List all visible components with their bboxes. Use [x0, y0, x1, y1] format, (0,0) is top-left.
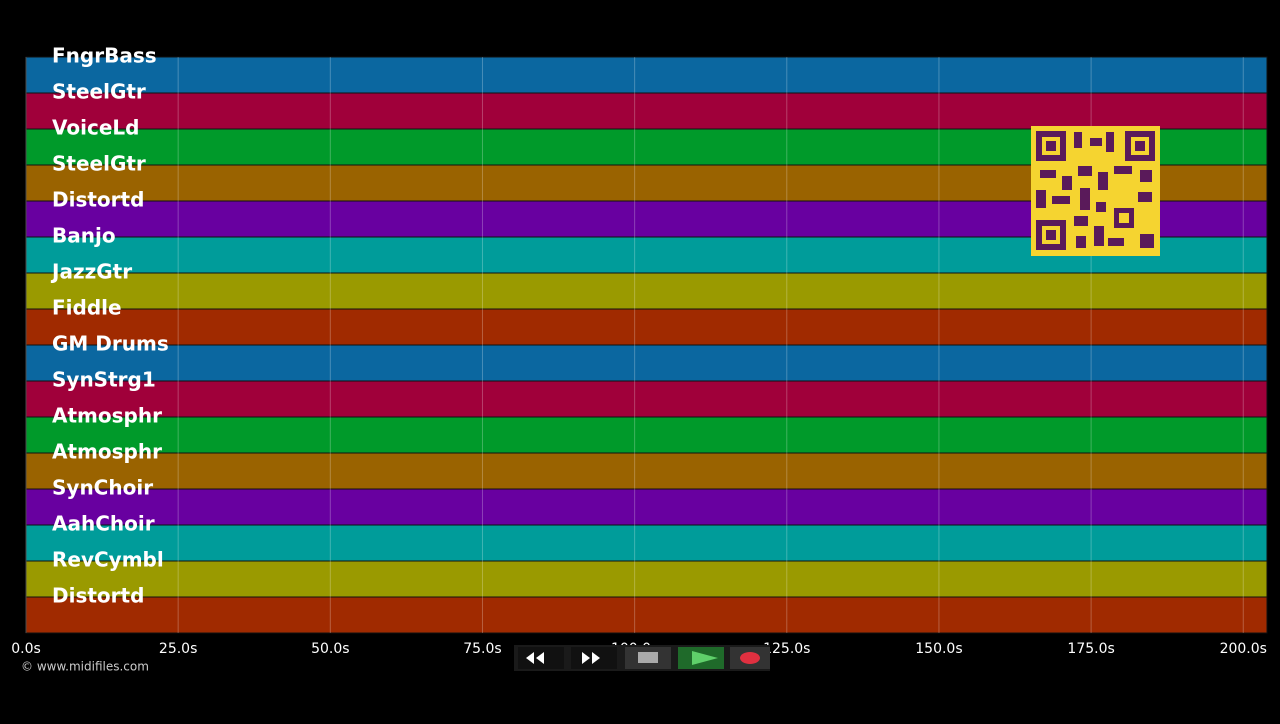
track-name: AahChoir	[52, 512, 155, 536]
track-name: GM Drums	[52, 332, 169, 356]
track-name: Distortd	[52, 188, 144, 212]
track-lane	[25, 92, 1268, 130]
track-name: SteelGtr	[52, 152, 146, 176]
track-lane	[25, 560, 1268, 598]
track-lane	[25, 416, 1268, 454]
record-button[interactable]	[730, 647, 770, 669]
track-lane	[25, 56, 1268, 94]
track-lane	[25, 524, 1268, 562]
track-name: Banjo	[52, 224, 116, 248]
x-tick-label: 25.0s	[159, 641, 197, 657]
qr-code	[1031, 126, 1160, 256]
x-tick-label: 50.0s	[311, 641, 349, 657]
x-tick-label: 125.0s	[763, 641, 810, 657]
track-lane	[25, 344, 1268, 382]
track-lane	[25, 596, 1268, 634]
track-name: Fiddle	[52, 296, 122, 320]
play-button[interactable]	[678, 647, 724, 669]
x-tick-label: 0.0s	[11, 641, 41, 657]
track-name: SynStrg1	[52, 368, 156, 392]
x-tick-label: 150.0s	[915, 641, 962, 657]
stop-button[interactable]	[625, 647, 671, 669]
fast-forward-button[interactable]	[571, 647, 617, 669]
rewind-button[interactable]	[518, 647, 564, 669]
track-name: Atmosphr	[52, 404, 162, 428]
track-name: JazzGtr	[50, 260, 132, 284]
track-name: VoiceLd	[52, 116, 139, 140]
track-lane	[25, 308, 1268, 346]
track-lane	[25, 488, 1268, 526]
copyright: © www.midifiles.com	[21, 660, 149, 674]
track-name: FngrBass	[52, 44, 157, 68]
track-name: SteelGtr	[52, 80, 146, 104]
track-lane	[25, 272, 1268, 310]
track-name: Distortd	[52, 584, 144, 608]
track-name: Atmosphr	[52, 440, 162, 464]
track-name: SynChoir	[52, 476, 153, 500]
x-tick-label: 200.0s	[1220, 641, 1267, 657]
x-tick-label: 175.0s	[1067, 641, 1114, 657]
x-tick-label: 75.0s	[463, 641, 501, 657]
track-name: RevCymbl	[52, 548, 164, 572]
track-lane	[25, 380, 1268, 418]
track-lane	[25, 452, 1268, 490]
